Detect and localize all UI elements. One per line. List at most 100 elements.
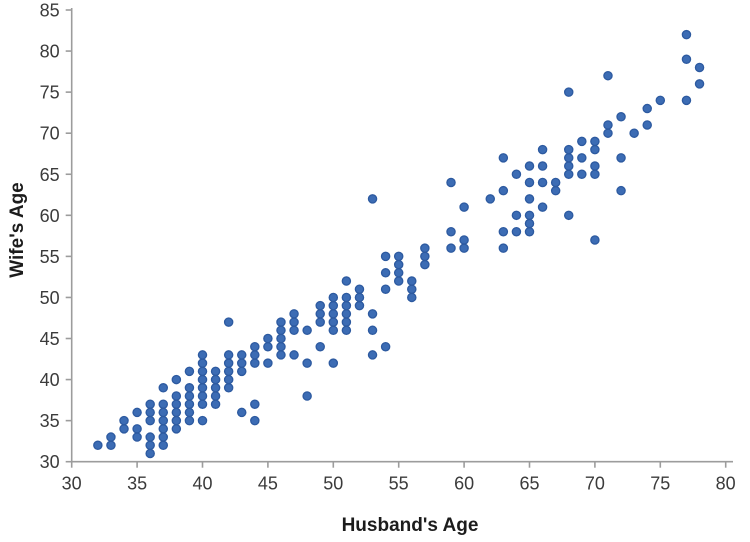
y-axis-tick-label: 40 bbox=[40, 370, 60, 390]
data-point bbox=[276, 333, 286, 344]
data-point bbox=[498, 226, 509, 237]
data-point bbox=[655, 95, 666, 106]
data-point bbox=[250, 341, 260, 352]
data-point bbox=[590, 235, 600, 245]
data-point bbox=[210, 366, 221, 377]
data-point bbox=[145, 415, 155, 426]
data-point bbox=[197, 374, 208, 385]
data-point bbox=[184, 399, 195, 409]
data-point bbox=[276, 317, 286, 327]
data-point bbox=[145, 440, 155, 451]
data-point bbox=[302, 358, 312, 368]
data-point bbox=[106, 432, 116, 442]
data-point bbox=[577, 136, 587, 147]
data-point bbox=[171, 424, 182, 434]
data-point bbox=[446, 177, 456, 188]
axes-group bbox=[70, 8, 733, 463]
data-point bbox=[289, 350, 299, 360]
x-axis-tick-label: 65 bbox=[519, 474, 539, 494]
data-point bbox=[407, 276, 417, 286]
data-point bbox=[289, 325, 299, 336]
data-point bbox=[132, 424, 142, 434]
data-point bbox=[341, 309, 352, 319]
data-point bbox=[223, 383, 234, 393]
data-point bbox=[106, 440, 116, 451]
data-point bbox=[380, 284, 391, 294]
data-point bbox=[197, 399, 208, 409]
data-point bbox=[590, 169, 600, 180]
data-point bbox=[616, 153, 626, 163]
data-point bbox=[524, 210, 535, 221]
data-point bbox=[563, 161, 574, 171]
data-point bbox=[145, 448, 155, 459]
data-point bbox=[250, 399, 260, 409]
y-axis-tick-label: 35 bbox=[40, 411, 60, 431]
data-point bbox=[354, 300, 365, 311]
data-point bbox=[563, 210, 574, 221]
data-point bbox=[236, 366, 247, 377]
data-point bbox=[93, 440, 103, 451]
data-point bbox=[210, 383, 221, 393]
x-axis-tick-label: 60 bbox=[454, 474, 474, 494]
data-point bbox=[197, 350, 208, 360]
data-point bbox=[158, 415, 169, 426]
data-point bbox=[681, 54, 692, 65]
data-point bbox=[328, 358, 339, 368]
data-point bbox=[171, 374, 182, 385]
data-point bbox=[603, 120, 613, 130]
data-point bbox=[681, 95, 692, 106]
y-axis-tick-label: 55 bbox=[40, 247, 60, 267]
data-point bbox=[276, 325, 286, 336]
x-axis-tick-label: 55 bbox=[389, 474, 409, 494]
data-point bbox=[236, 350, 247, 360]
data-point bbox=[511, 226, 522, 237]
data-point bbox=[524, 177, 535, 188]
data-point bbox=[276, 350, 286, 360]
data-point bbox=[341, 276, 352, 286]
data-point bbox=[354, 292, 365, 303]
data-point bbox=[184, 366, 195, 377]
data-point bbox=[197, 391, 208, 401]
data-point bbox=[393, 276, 404, 286]
data-point bbox=[171, 415, 182, 426]
data-point bbox=[629, 128, 639, 138]
data-point bbox=[407, 284, 417, 294]
data-point bbox=[223, 366, 234, 377]
data-point bbox=[459, 243, 469, 253]
data-point bbox=[328, 317, 339, 327]
data-point bbox=[145, 432, 155, 442]
tick-labels-group: 30 35 40 45 50 55 60 65 70 75 80 30 35 40 45 50 55 60 65 70… bbox=[40, 1, 736, 494]
data-point bbox=[223, 374, 234, 385]
data-point bbox=[563, 169, 574, 180]
data-point bbox=[119, 424, 129, 434]
data-point bbox=[158, 432, 169, 442]
data-point bbox=[616, 185, 626, 196]
data-point bbox=[446, 243, 456, 253]
data-point bbox=[498, 153, 509, 163]
data-point bbox=[603, 128, 613, 138]
data-point bbox=[498, 243, 509, 253]
data-point bbox=[563, 153, 574, 163]
data-point bbox=[590, 161, 600, 171]
data-point bbox=[315, 317, 325, 327]
data-point bbox=[197, 366, 208, 377]
data-point bbox=[393, 259, 404, 270]
data-point bbox=[328, 300, 339, 311]
data-point bbox=[223, 350, 234, 360]
x-axis-tick-label: 35 bbox=[127, 474, 147, 494]
data-point bbox=[145, 407, 155, 418]
data-point bbox=[250, 350, 260, 360]
data-point bbox=[367, 350, 378, 360]
data-point bbox=[590, 136, 600, 147]
data-point bbox=[236, 407, 247, 418]
data-point bbox=[315, 300, 325, 311]
data-point bbox=[276, 341, 286, 352]
y-axis-tick-label: 30 bbox=[40, 452, 60, 472]
data-point bbox=[184, 383, 195, 393]
data-point bbox=[694, 62, 705, 73]
data-point bbox=[642, 120, 652, 130]
x-axis-tick-label: 50 bbox=[323, 474, 343, 494]
x-axis-tick-label: 70 bbox=[585, 474, 605, 494]
